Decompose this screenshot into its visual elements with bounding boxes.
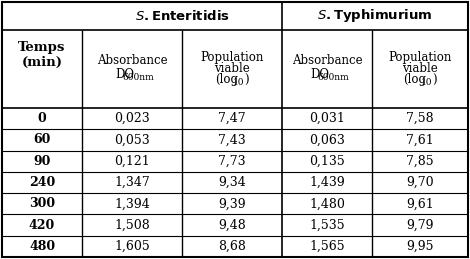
Text: $\mathit{S}$$\mathbf{.Enteritidis}$: $\mathit{S}$$\mathbf{.Enteritidis}$ — [134, 9, 229, 23]
Text: 7,61: 7,61 — [406, 133, 434, 146]
Text: 420: 420 — [29, 219, 55, 232]
Text: 0,031: 0,031 — [309, 112, 345, 125]
Text: 9,95: 9,95 — [406, 240, 434, 253]
Text: 0,063: 0,063 — [309, 133, 345, 146]
Text: 300: 300 — [29, 197, 55, 210]
Text: (log: (log — [216, 74, 238, 87]
Text: 10: 10 — [233, 78, 245, 87]
Text: 9,61: 9,61 — [406, 197, 434, 210]
Text: 9,48: 9,48 — [218, 219, 246, 232]
Text: 10: 10 — [421, 78, 433, 87]
Text: 480: 480 — [29, 240, 55, 253]
Text: 7,58: 7,58 — [406, 112, 434, 125]
Text: 7,43: 7,43 — [218, 133, 246, 146]
Text: 240: 240 — [29, 176, 55, 189]
Text: 1,347: 1,347 — [114, 176, 150, 189]
Text: viable: viable — [214, 62, 250, 76]
Text: 1,535: 1,535 — [309, 219, 345, 232]
Text: 1,439: 1,439 — [309, 176, 345, 189]
Text: DO: DO — [116, 68, 134, 82]
Text: 9,39: 9,39 — [218, 197, 246, 210]
Text: DO: DO — [311, 68, 329, 82]
Text: 1,480: 1,480 — [309, 197, 345, 210]
Text: $\mathit{S}$$\mathbf{.Typhimurium}$: $\mathit{S}$$\mathbf{.Typhimurium}$ — [317, 8, 433, 25]
Text: 0,135: 0,135 — [309, 155, 345, 168]
Text: (log: (log — [404, 74, 426, 87]
Text: viable: viable — [402, 62, 438, 76]
Text: 1,605: 1,605 — [114, 240, 150, 253]
Text: Population: Population — [388, 51, 452, 63]
Text: Absorbance: Absorbance — [97, 54, 167, 68]
Text: ): ) — [431, 74, 436, 87]
Text: 9,34: 9,34 — [218, 176, 246, 189]
Text: 0,053: 0,053 — [114, 133, 150, 146]
Text: Temps
(min): Temps (min) — [18, 41, 66, 69]
Text: 0: 0 — [38, 112, 47, 125]
Text: 60: 60 — [33, 133, 51, 146]
Text: 90: 90 — [33, 155, 51, 168]
Text: 600nm: 600nm — [317, 73, 349, 82]
Text: 8,68: 8,68 — [218, 240, 246, 253]
Text: 600nm: 600nm — [122, 73, 154, 82]
Text: 7,47: 7,47 — [218, 112, 246, 125]
Text: ): ) — [243, 74, 248, 87]
Text: 9,70: 9,70 — [406, 176, 434, 189]
Text: 1,508: 1,508 — [114, 219, 150, 232]
Text: Absorbance: Absorbance — [292, 54, 362, 68]
Text: 0,023: 0,023 — [114, 112, 150, 125]
Text: 9,79: 9,79 — [406, 219, 434, 232]
Text: 7,85: 7,85 — [406, 155, 434, 168]
Text: 1,394: 1,394 — [114, 197, 150, 210]
Text: 7,73: 7,73 — [218, 155, 246, 168]
Text: 0,121: 0,121 — [114, 155, 150, 168]
Text: 1,565: 1,565 — [309, 240, 345, 253]
Text: Population: Population — [200, 51, 264, 63]
